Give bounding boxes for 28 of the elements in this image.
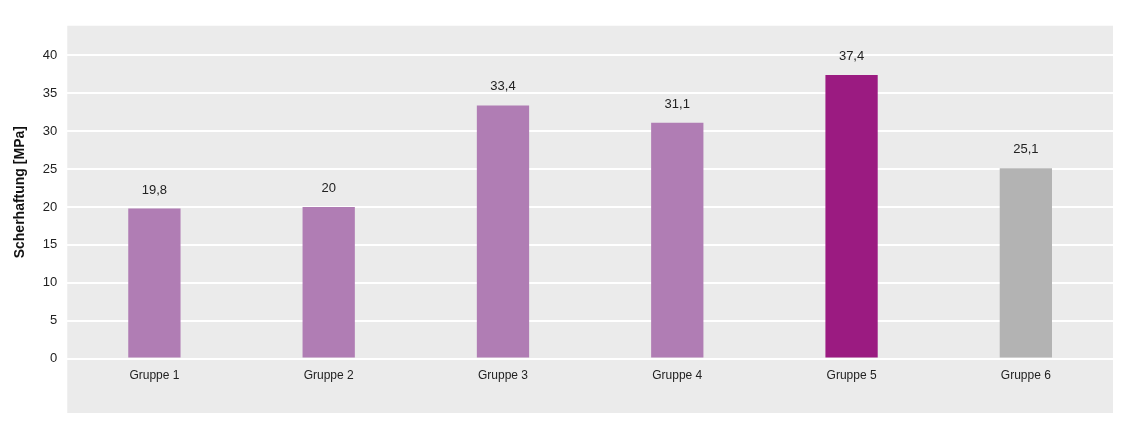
bar bbox=[651, 122, 704, 358]
y-tick-label: 15 bbox=[42, 236, 58, 252]
data-label: 37,4 bbox=[838, 48, 865, 64]
x-tick-label: Gruppe 4 bbox=[652, 368, 703, 383]
bar bbox=[476, 105, 530, 358]
data-label: 33,4 bbox=[490, 78, 516, 94]
y-tick-label: 25 bbox=[42, 160, 58, 176]
y-tick-label: 0 bbox=[50, 350, 58, 366]
y-tick-label: 20 bbox=[42, 198, 58, 214]
x-tick-label: Gruppe 3 bbox=[477, 368, 529, 383]
bar bbox=[302, 206, 355, 358]
data-label: 31,1 bbox=[664, 95, 690, 111]
y-tick-label: 10 bbox=[42, 274, 58, 290]
y-tick-label: 30 bbox=[42, 122, 58, 138]
data-label: 20 bbox=[321, 180, 336, 196]
x-tick-label: Gruppe 1 bbox=[129, 368, 180, 383]
bar bbox=[999, 168, 1052, 358]
data-label: 19,8 bbox=[141, 181, 168, 197]
bar bbox=[825, 75, 878, 358]
x-tick-label: Gruppe 2 bbox=[303, 368, 355, 383]
bar bbox=[128, 208, 181, 358]
y-tick-label: 35 bbox=[42, 84, 58, 100]
x-tick-label: Gruppe 5 bbox=[826, 368, 877, 383]
y-tick-label: 40 bbox=[42, 46, 58, 62]
y-axis-title: Scherhaftung [MPa] bbox=[11, 126, 28, 259]
data-label: 25,1 bbox=[1013, 141, 1039, 157]
y-tick-label: 5 bbox=[50, 312, 58, 328]
x-tick-label: Gruppe 6 bbox=[1000, 368, 1052, 383]
